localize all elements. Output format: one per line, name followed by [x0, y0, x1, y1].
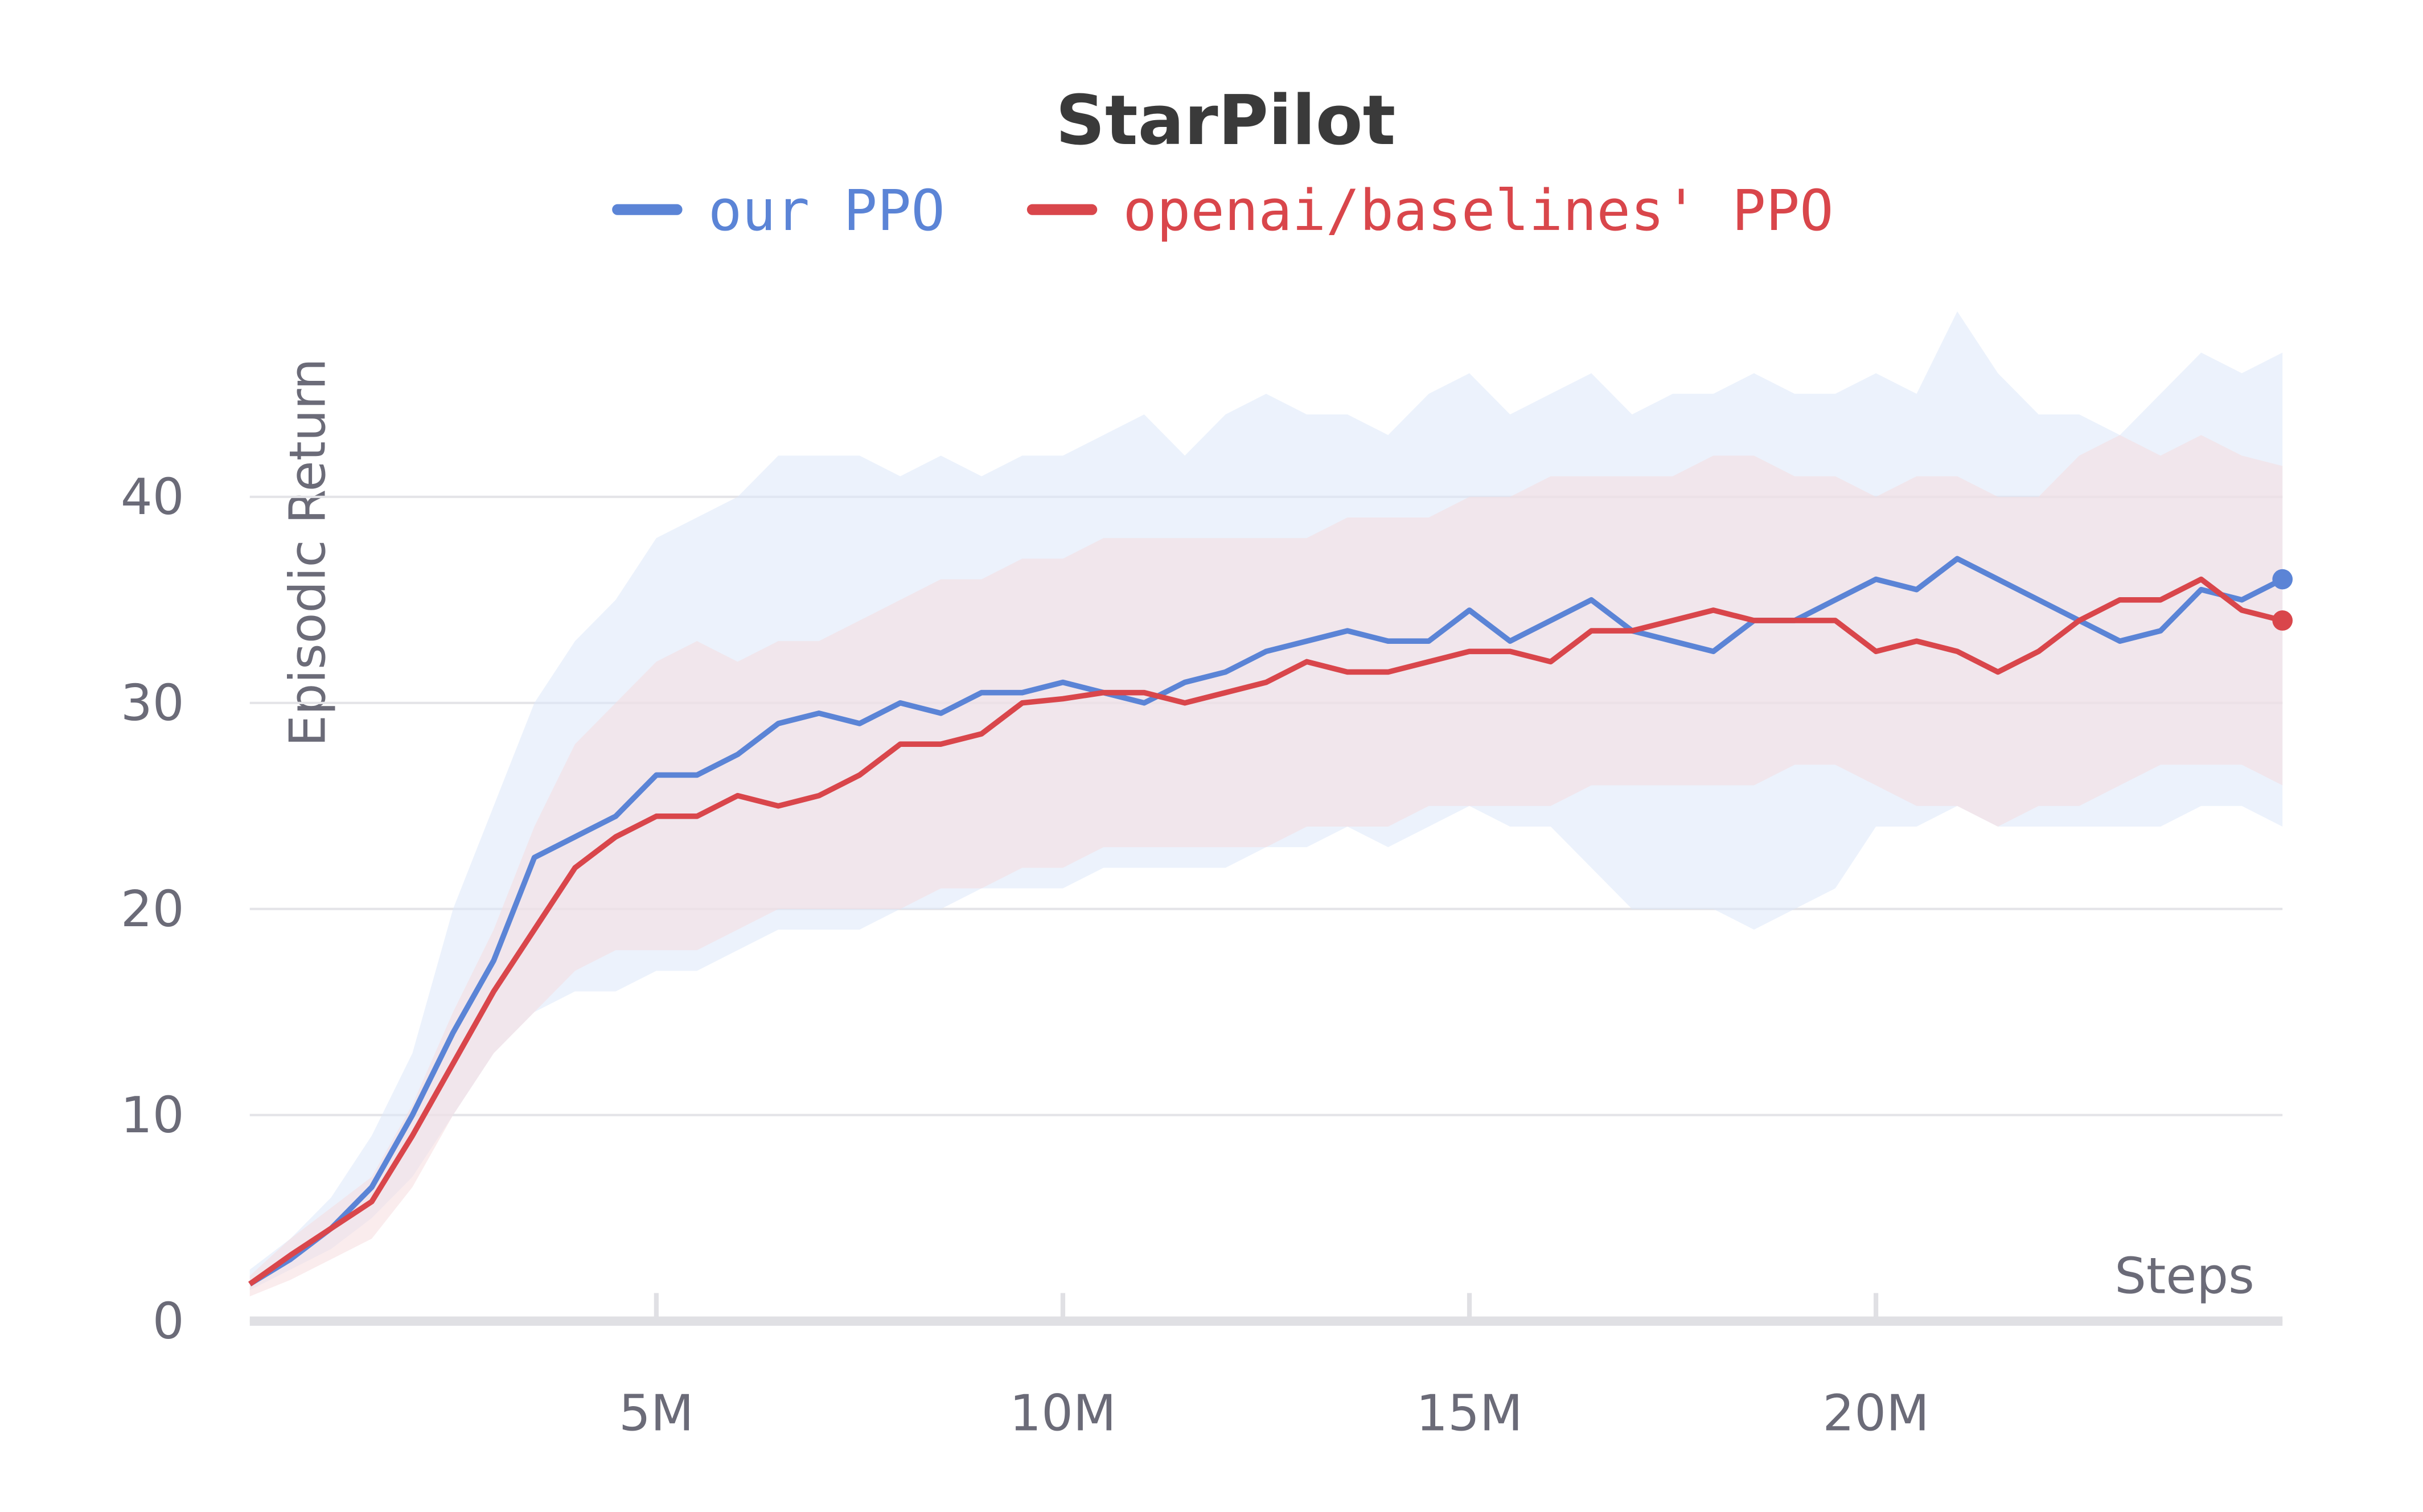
line	[248, 576, 2284, 1287]
y-tick-label: 10	[121, 1086, 184, 1144]
line	[248, 556, 2284, 1287]
x-tick-label: 5M	[619, 1384, 694, 1443]
x-axis-label: Steps	[2114, 1247, 2254, 1305]
end-point	[2272, 569, 2293, 590]
band	[249, 435, 2283, 1297]
end-point	[2272, 610, 2293, 631]
legend: our PPO openai/baselines' PPO	[612, 178, 1834, 244]
legend-label: our PPO	[708, 178, 945, 244]
lines	[248, 556, 2293, 1287]
x-tick-label: 15M	[1416, 1384, 1522, 1443]
y-tick-label: 0	[153, 1292, 184, 1350]
y-tick-label: 40	[121, 468, 184, 526]
x-tick-label: 20M	[1822, 1384, 1929, 1443]
bands	[249, 311, 2283, 1297]
y-tick-label: 20	[121, 880, 184, 938]
x-tick-label: 10M	[1009, 1384, 1116, 1443]
legend-label: openai/baselines' PPO	[1123, 178, 1833, 244]
legend-item: our PPO	[612, 178, 945, 244]
y-tick-label: 30	[121, 674, 184, 732]
legend-item: openai/baselines' PPO	[1026, 178, 1834, 244]
chart-title: StarPilot	[1056, 81, 1395, 161]
y-axis-label: Episodic Return	[278, 358, 336, 746]
